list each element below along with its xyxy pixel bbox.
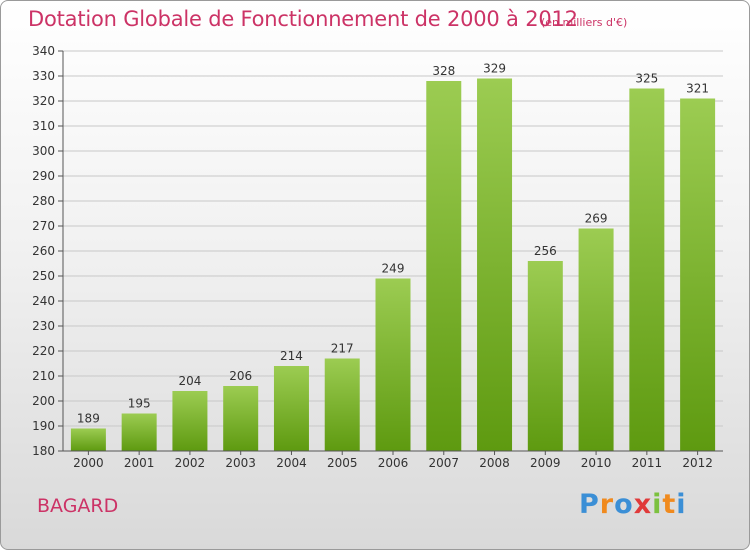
x-tick-label: 2008 <box>479 456 510 470</box>
bar-2011 <box>629 88 665 451</box>
bar-value-label: 269 <box>585 212 608 226</box>
bar-value-label: 189 <box>77 412 100 426</box>
logo-letter: P <box>579 489 600 520</box>
bar-value-label: 206 <box>229 369 252 383</box>
bar-2003 <box>223 386 259 451</box>
bars: 189 195 204 206 214 217 249 328 329 256 269 325 321 <box>70 62 716 451</box>
y-tick-label: 340 <box>32 44 55 58</box>
x-tick-label: 2004 <box>276 456 307 470</box>
y-tick-label: 300 <box>32 144 55 158</box>
bar-2006 <box>375 278 411 451</box>
x-tick-label: 2006 <box>378 456 409 470</box>
x-tick-label: 2011 <box>632 456 663 470</box>
logo-letter: o <box>614 489 634 520</box>
x-tick-label: 2000 <box>73 456 104 470</box>
commune-name: BAGARD <box>37 495 119 517</box>
bar-2002 <box>172 391 208 451</box>
bar-value-label: 256 <box>534 244 557 258</box>
bar-2004 <box>273 366 309 451</box>
bar-2001 <box>121 413 157 451</box>
logo-letter: r <box>599 489 615 520</box>
y-tick-label: 220 <box>32 344 55 358</box>
x-tick-label: 2003 <box>225 456 256 470</box>
bar-value-label: 321 <box>686 82 709 96</box>
y-tick-label: 210 <box>32 369 55 383</box>
logo-letter: i <box>676 489 687 520</box>
bar-2009 <box>527 261 563 451</box>
x-tick-label: 2005 <box>327 456 358 470</box>
proxiti-logo: Proxiti <box>579 489 687 520</box>
y-tick-label: 230 <box>32 319 55 333</box>
y-tick-label: 240 <box>32 294 55 308</box>
logo-letter: i <box>652 489 663 520</box>
y-tick-label: 320 <box>32 94 55 108</box>
x-tick-label: 2007 <box>428 456 459 470</box>
bar-2007 <box>426 81 462 451</box>
y-tick-label: 290 <box>32 169 55 183</box>
bar-value-label: 195 <box>128 397 151 411</box>
y-tick-label: 200 <box>32 394 55 408</box>
bar-value-label: 204 <box>178 374 201 388</box>
x-tick-label: 2009 <box>530 456 561 470</box>
x-tick-label: 2010 <box>581 456 612 470</box>
bar-2005 <box>324 358 360 451</box>
bar-value-label: 217 <box>331 342 354 356</box>
x-tick-label: 2002 <box>175 456 206 470</box>
bar-2008 <box>477 78 513 451</box>
bar-2010 <box>578 228 614 451</box>
y-tick-label: 270 <box>32 219 55 233</box>
axes: 180 190 200 210 220 230 240 250 260 270 280 290 300 3… <box>32 44 723 470</box>
logo-letter: x <box>633 489 653 520</box>
bar-value-label: 328 <box>432 64 455 78</box>
y-tick-label: 190 <box>32 419 55 433</box>
y-tick-label: 180 <box>32 444 55 458</box>
y-tick-label: 310 <box>32 119 55 133</box>
x-tick-label: 2012 <box>682 456 713 470</box>
bar-2000 <box>70 428 106 451</box>
bar-value-label: 329 <box>483 62 506 76</box>
logo-letter: t <box>662 489 677 520</box>
bar-2012 <box>680 98 716 451</box>
bar-value-label: 325 <box>635 72 658 86</box>
x-tick-label: 2001 <box>124 456 155 470</box>
y-tick-label: 280 <box>32 194 55 208</box>
bar-value-label: 249 <box>382 262 405 276</box>
y-tick-label: 260 <box>32 244 55 258</box>
y-tick-label: 250 <box>32 269 55 283</box>
y-tick-label: 330 <box>32 69 55 83</box>
chart-unit: (en milliers d'€) <box>541 16 628 29</box>
bar-value-label: 214 <box>280 349 303 363</box>
chart-title: Dotation Globale de Fonctionnement de 20… <box>28 7 578 31</box>
